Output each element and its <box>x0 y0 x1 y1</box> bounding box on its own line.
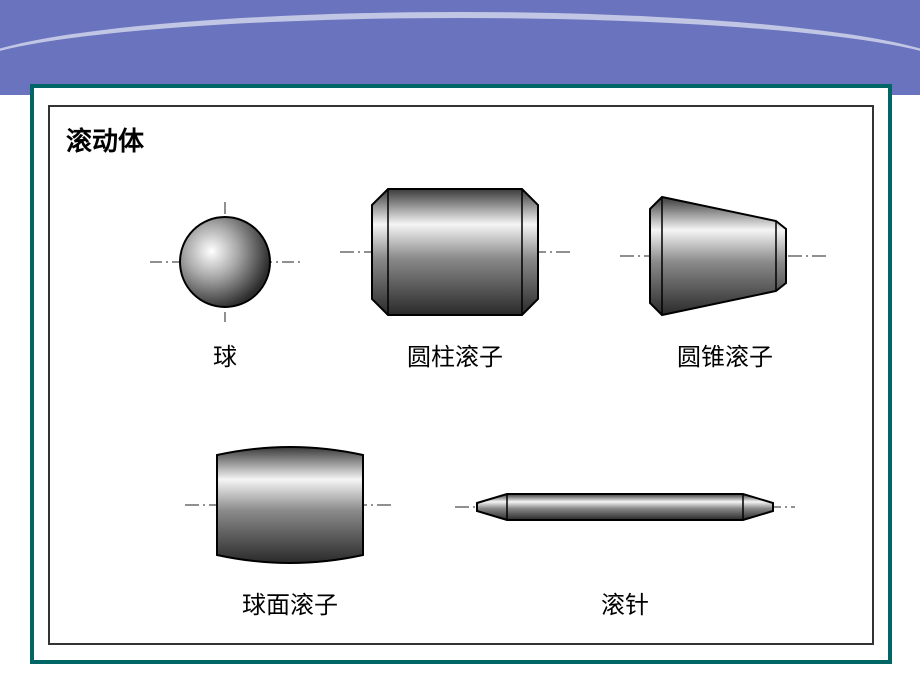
figure-taper: 圆锥滚子 <box>620 185 830 372</box>
caption-cylinder: 圆柱滚子 <box>340 337 570 372</box>
caption-spherical: 球面滚子 <box>185 585 395 620</box>
content-frame-inner: 滚动体 球 <box>48 105 874 645</box>
figure-needle: 滚针 <box>455 467 795 620</box>
figure-cylinder: 圆柱滚子 <box>340 177 570 372</box>
ball-icon <box>150 197 300 327</box>
caption-taper: 圆锥滚子 <box>620 337 830 372</box>
needle-icon <box>455 467 795 575</box>
taper-icon <box>620 185 830 327</box>
slide-title: 滚动体 <box>66 121 144 158</box>
caption-needle: 滚针 <box>455 585 795 620</box>
figure-ball: 球 <box>150 197 300 372</box>
spherical-icon <box>185 435 395 575</box>
cylinder-icon <box>340 177 570 327</box>
caption-ball: 球 <box>150 337 300 372</box>
figure-spherical: 球面滚子 <box>185 435 395 620</box>
